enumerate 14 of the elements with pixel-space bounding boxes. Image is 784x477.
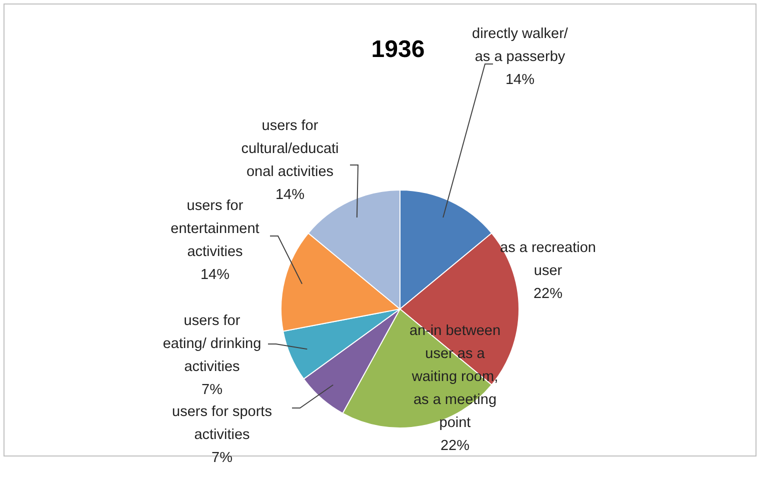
data-label: 14% bbox=[275, 187, 305, 203]
data-label: 22% bbox=[440, 438, 470, 454]
data-label: 7% bbox=[212, 450, 233, 466]
data-label: 14% bbox=[505, 72, 535, 88]
slice-label: users for eating/ drinking activities bbox=[162, 313, 262, 375]
slice-label: users for sports activities bbox=[172, 404, 272, 443]
data-label: 14% bbox=[200, 267, 230, 283]
slice-label: as a recreation user bbox=[500, 240, 596, 279]
slice-label: users for entertainment activities bbox=[170, 198, 260, 260]
chart-title: 1936 bbox=[371, 36, 425, 63]
slice-label: directly walker/ as a passerby bbox=[472, 26, 569, 65]
data-label: 7% bbox=[202, 382, 223, 398]
slice-label: users for cultural/educati onal activities bbox=[241, 118, 339, 180]
data-label: 22% bbox=[533, 286, 563, 302]
